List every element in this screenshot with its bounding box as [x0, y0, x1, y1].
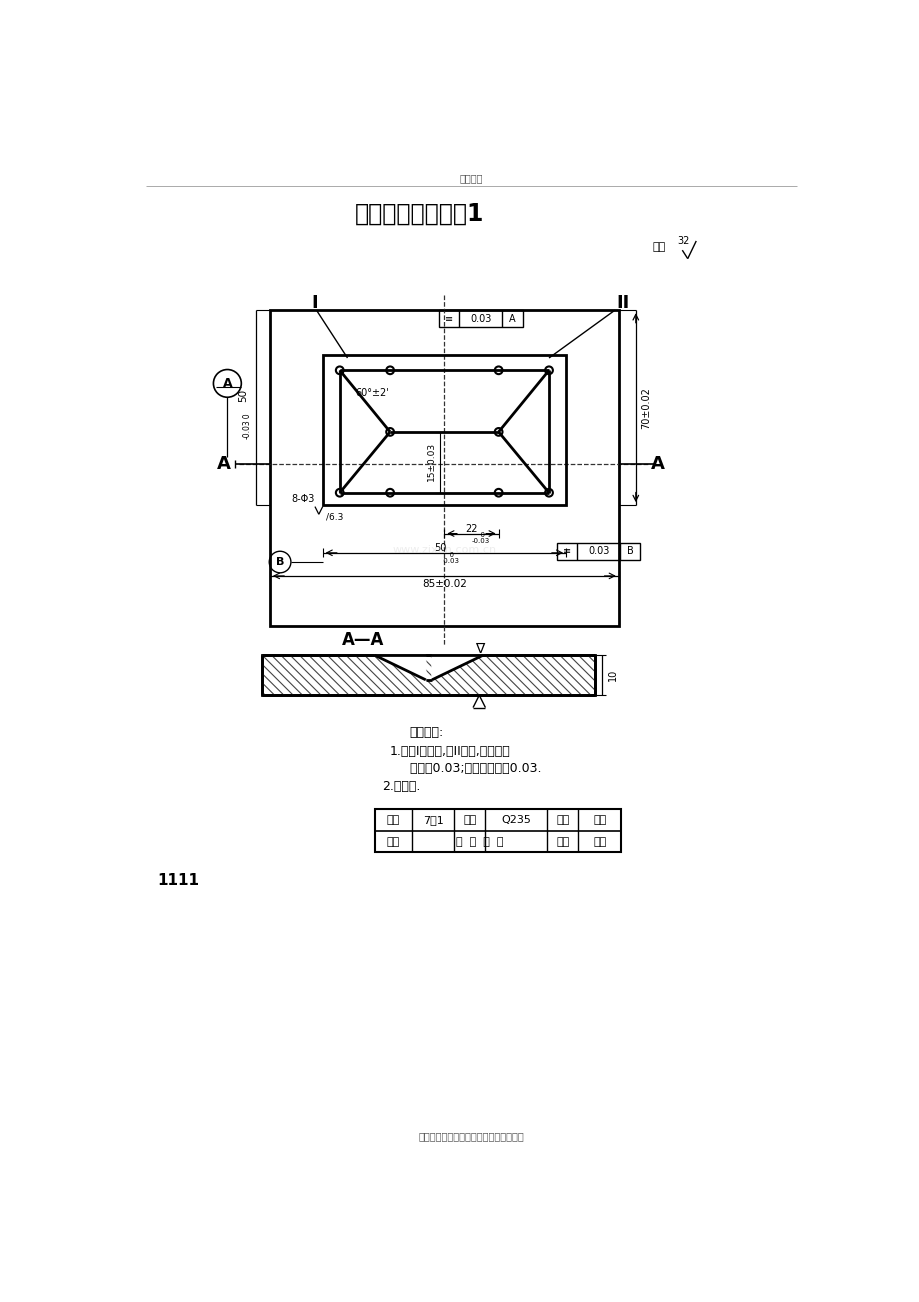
Text: /6.3: /6.3 — [325, 513, 343, 522]
Text: ≡: ≡ — [445, 314, 452, 324]
Text: 0.03: 0.03 — [440, 559, 459, 564]
Text: 考核要求:: 考核要求: — [409, 725, 443, 738]
Text: www.zixun.com.cn: www.zixun.com.cn — [391, 546, 496, 556]
Bar — [269, 310, 618, 626]
Text: ≡: ≡ — [562, 547, 571, 556]
Text: 32: 32 — [677, 236, 689, 246]
Text: 名称: 名称 — [386, 837, 400, 846]
Text: 钳工: 钳工 — [593, 837, 606, 846]
Text: 图号: 图号 — [386, 815, 400, 825]
Text: A—A: A—A — [342, 630, 384, 648]
Text: A: A — [222, 376, 232, 389]
Text: 1111: 1111 — [157, 872, 199, 888]
Bar — [374, 810, 620, 853]
Text: 0: 0 — [243, 413, 252, 423]
Text: 其余: 其余 — [652, 242, 664, 253]
Text: 15±0.03: 15±0.03 — [426, 443, 436, 482]
Text: 8-Φ3: 8-Φ3 — [291, 493, 314, 504]
Text: ∇: ∇ — [474, 642, 483, 656]
Text: 50: 50 — [434, 543, 447, 553]
Text: 2.去毛刺.: 2.去毛刺. — [382, 780, 420, 793]
Text: Q235: Q235 — [501, 815, 531, 825]
Text: A: A — [509, 314, 516, 324]
Text: I: I — [312, 293, 318, 311]
Bar — [262, 655, 595, 695]
Text: 7－1: 7－1 — [423, 815, 443, 825]
Text: -0.03: -0.03 — [243, 419, 252, 440]
Text: A: A — [216, 456, 230, 473]
Text: 0: 0 — [476, 533, 485, 538]
Text: -0.03: -0.03 — [471, 538, 490, 544]
Text: 0.03: 0.03 — [587, 547, 608, 556]
Text: 50: 50 — [238, 388, 248, 401]
Text: 22: 22 — [465, 523, 477, 534]
Text: 0.03: 0.03 — [470, 314, 491, 324]
Bar — [438, 310, 522, 327]
Text: 蝶  形  合  套: 蝶 形 合 套 — [456, 837, 503, 846]
Text: 70±0.02: 70±0.02 — [641, 387, 651, 428]
Text: 工种: 工种 — [556, 837, 569, 846]
Bar — [556, 543, 640, 560]
Text: 60°±2': 60°±2' — [355, 388, 389, 398]
Text: 高级: 高级 — [593, 815, 606, 825]
Text: 高级钳工实操考题1: 高级钳工实操考题1 — [355, 202, 484, 227]
Text: 10: 10 — [607, 669, 617, 681]
Text: B: B — [276, 557, 284, 568]
Polygon shape — [432, 655, 482, 680]
Text: II: II — [616, 293, 629, 311]
Polygon shape — [374, 655, 425, 680]
Text: 85±0.02: 85±0.02 — [422, 578, 466, 589]
Text: 间隙＜0.03;下侧错位量＜0.03.: 间隙＜0.03;下侧错位量＜0.03. — [397, 762, 540, 775]
Text: 材料: 材料 — [463, 815, 476, 825]
Text: 精品文档: 精品文档 — [460, 173, 482, 182]
Text: B: B — [627, 547, 633, 556]
Bar — [323, 355, 565, 505]
Text: 收集于网络，如有侵权请联系管理员删除: 收集于网络，如有侵权请联系管理员删除 — [418, 1130, 524, 1141]
Text: 0: 0 — [445, 552, 454, 559]
Text: A: A — [650, 456, 664, 473]
Text: 1.以件I为基准,件II配作,互换配合: 1.以件I为基准,件II配作,互换配合 — [390, 745, 510, 758]
Text: 等级: 等级 — [556, 815, 569, 825]
